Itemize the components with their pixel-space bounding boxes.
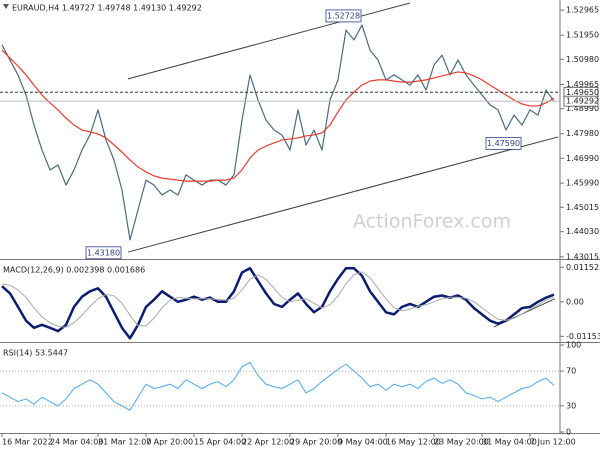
y-tick-label: 1.52965 [566, 6, 599, 15]
annotation-box [325, 9, 362, 23]
annotation-label: 1.43180 [87, 248, 120, 257]
annotation-box [85, 246, 122, 260]
symbol-icon [3, 4, 9, 9]
y-tick-label: 1.43015 [566, 252, 599, 261]
x-tick-label: 24 Mar 04:00 [50, 438, 103, 447]
y-tick-label: 0.00 [566, 297, 584, 306]
y-tick-label: 1.45990 [566, 179, 599, 188]
trend-line [127, 2, 411, 80]
annotation-label: 1.47590 [487, 139, 520, 148]
series-line [1, 24, 555, 241]
x-tick-label: 9 May 04:00 [338, 438, 388, 447]
price-label: 1.49292 [566, 97, 599, 106]
x-tick-label: 15 Apr 04:00 [194, 438, 246, 447]
y-tick-label: 1.46990 [566, 154, 599, 163]
x-tick-label: 16 May 12:00 [386, 438, 441, 447]
price-label-box [563, 95, 599, 107]
x-tick-label: 23 May 20:00 [434, 438, 489, 447]
y-tick-label: 1.50980 [566, 55, 599, 64]
y-tick-label: 1.51950 [566, 31, 599, 40]
watermark: ActionForex.com [353, 211, 511, 233]
y-tick-label: 0 [566, 428, 571, 437]
y-tick-label: 1.45015 [566, 203, 599, 212]
y-tick-label: 70 [566, 367, 576, 376]
y-tick-label: 1.44030 [566, 227, 599, 236]
x-tick-label: 31 May 04:00 [482, 438, 537, 447]
y-tick-label: 1.49965 [566, 80, 599, 89]
panel-title: EURAUD,H4 1.49727 1.49748 1.49130 1.4929… [12, 4, 202, 13]
y-tick-label: -0.011537 [566, 332, 600, 341]
annotation-label: 1.52728 [327, 11, 360, 20]
x-tick-label: 16 Mar 2022 [2, 438, 53, 447]
y-tick-label: 30 [566, 401, 576, 410]
annotation-box [485, 136, 522, 150]
trend-line [127, 136, 559, 253]
x-tick-label: 22 Apr 12:00 [242, 438, 294, 447]
series-line [1, 271, 555, 328]
x-tick-label: 29 Apr 20:00 [290, 438, 342, 447]
y-tick-label: 0.011525 [566, 263, 600, 272]
y-tick-label: 1.47980 [566, 129, 599, 138]
series-line [1, 361, 555, 411]
series-line [1, 49, 555, 182]
x-tick-label: 7 Jun 12:00 [530, 438, 576, 447]
title-bg [11, 2, 171, 13]
title-bg [1, 264, 121, 275]
panel-title: RSI(14) 53.5447 [3, 349, 68, 358]
y-tick-label: 100 [566, 341, 581, 350]
price-label: 1.49650 [566, 88, 599, 97]
title-bg [1, 347, 61, 358]
panel-title: MACD(12,26,9) 0.002398 0.001686 [3, 266, 145, 275]
x-tick-label: 31 Mar 12:00 [98, 438, 151, 447]
x-tick-label: 7 Apr 20:00 [146, 438, 193, 447]
y-tick-label: 1.48990 [566, 104, 599, 113]
